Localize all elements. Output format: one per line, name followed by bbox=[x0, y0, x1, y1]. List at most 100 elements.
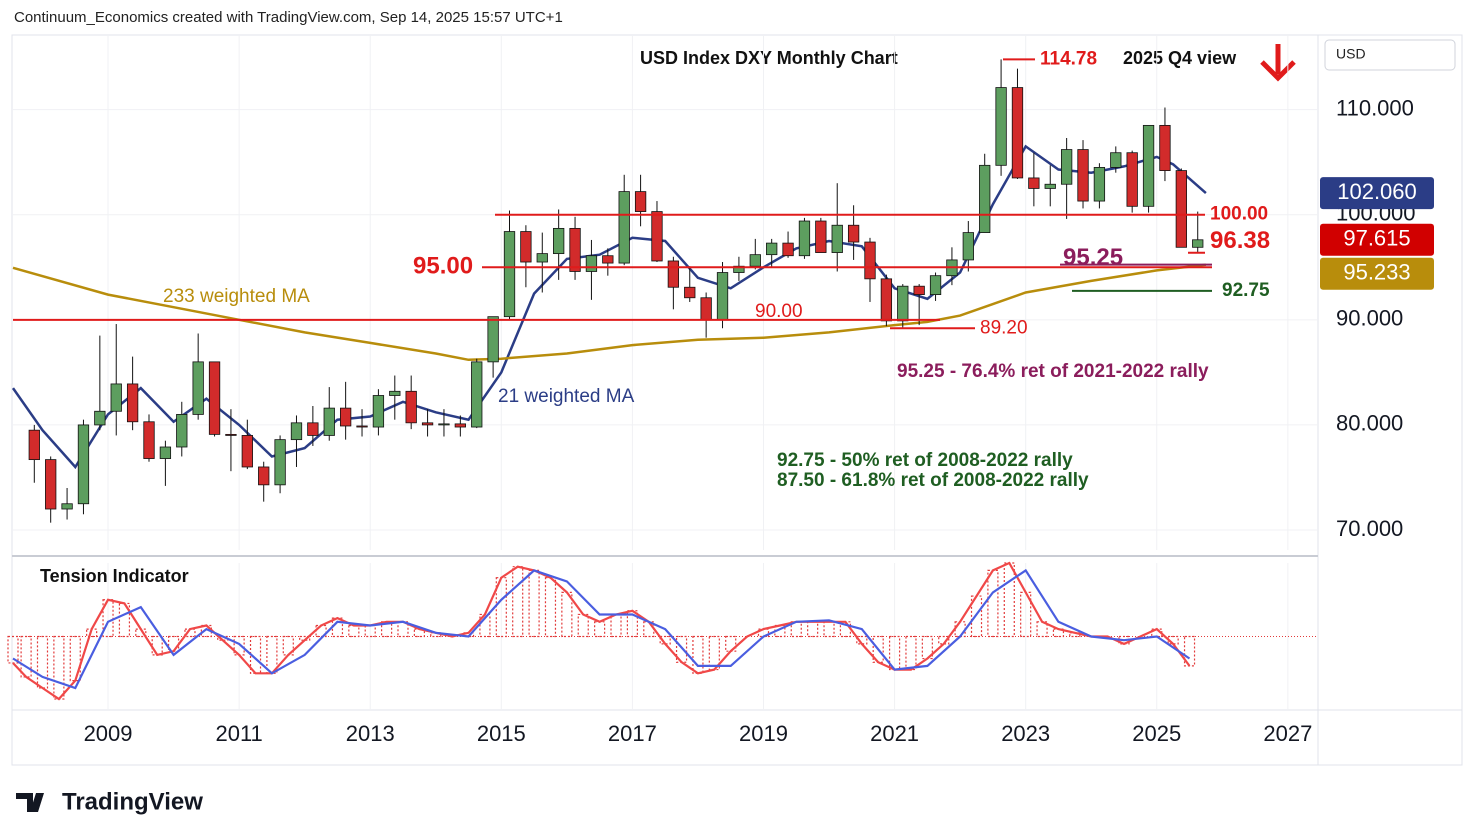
candle-body bbox=[77, 424, 90, 505]
candle-body bbox=[1028, 177, 1040, 189]
price-tag-label: 102.060 bbox=[1337, 179, 1417, 204]
histogram-bar bbox=[659, 635, 671, 645]
candle-body bbox=[897, 285, 909, 322]
histogram-bar bbox=[7, 635, 19, 664]
candle-body bbox=[782, 242, 794, 257]
histogram-bar bbox=[938, 635, 950, 645]
histogram-bar bbox=[299, 635, 311, 641]
candle-body bbox=[880, 278, 893, 322]
candle-body bbox=[602, 255, 614, 264]
candle-body bbox=[208, 361, 221, 435]
annotation: 87.50 - 61.8% ret of 2008-2022 rally bbox=[777, 470, 1089, 491]
candle-body bbox=[749, 254, 761, 267]
price-tag-label: 95.233 bbox=[1343, 260, 1410, 285]
candle-body bbox=[733, 265, 745, 273]
y-tick-label: 90.000 bbox=[1336, 306, 1403, 331]
candle-body bbox=[716, 272, 729, 321]
candle-body bbox=[274, 439, 286, 486]
down-arrow bbox=[1260, 44, 1296, 82]
histogram-bar bbox=[1183, 635, 1196, 667]
candle-body bbox=[290, 422, 303, 441]
candle-body bbox=[389, 390, 401, 396]
histogram-bar bbox=[692, 635, 704, 674]
candle-body bbox=[143, 421, 155, 459]
candle-body bbox=[258, 466, 270, 486]
candle-body bbox=[307, 422, 319, 436]
level-label: 95.00 bbox=[413, 253, 473, 280]
candle-body bbox=[651, 211, 663, 262]
histogram-bar bbox=[856, 635, 868, 645]
candle-body bbox=[585, 255, 598, 272]
level-label: 96.38 bbox=[1210, 227, 1270, 254]
series-label: 21 weighted MA bbox=[498, 386, 635, 407]
y-tick-label: 70.000 bbox=[1336, 516, 1403, 541]
frame bbox=[11, 34, 1463, 766]
candle-body bbox=[766, 242, 778, 256]
histogram-bar bbox=[69, 635, 81, 682]
histogram-bar bbox=[249, 635, 262, 674]
header: Continuum_Economics created with Trading… bbox=[14, 9, 563, 26]
candle-body bbox=[700, 297, 712, 321]
candle-body bbox=[1044, 183, 1056, 189]
candle-body bbox=[487, 316, 499, 363]
candle-body bbox=[634, 191, 647, 212]
price-tag-label: 97.615 bbox=[1343, 226, 1410, 251]
level-label: 92.75 bbox=[1222, 280, 1270, 301]
candle-body bbox=[454, 423, 466, 428]
y-tick-label: 80.000 bbox=[1336, 411, 1403, 436]
candle-body bbox=[421, 422, 434, 426]
level-label: 89.20 bbox=[980, 317, 1028, 338]
candle-body bbox=[962, 232, 974, 261]
x-tick-label: 2013 bbox=[346, 721, 395, 746]
candle-body bbox=[1110, 152, 1122, 168]
candle-body bbox=[929, 275, 942, 296]
candle-body bbox=[405, 390, 417, 424]
candle-body bbox=[847, 224, 860, 243]
price-tag bbox=[1320, 257, 1434, 290]
candle-body bbox=[979, 164, 991, 233]
candle-body bbox=[1060, 149, 1073, 185]
candle-body bbox=[45, 459, 57, 510]
x-tick-label: 2021 bbox=[870, 721, 919, 746]
y-tick-label: 110.000 bbox=[1336, 95, 1414, 120]
chart-subtitle: 2025 Q4 view bbox=[1123, 48, 1237, 68]
candle-body bbox=[94, 410, 106, 426]
histogram-bar bbox=[1167, 635, 1179, 645]
candle-body bbox=[1126, 152, 1138, 207]
candle-body bbox=[618, 191, 630, 264]
candle-body bbox=[110, 383, 122, 412]
candle-body bbox=[831, 224, 843, 253]
histogram-bar bbox=[20, 635, 32, 678]
candle-body bbox=[241, 435, 253, 468]
series-label: 233 weighted MA bbox=[163, 286, 310, 307]
price-tag bbox=[1320, 223, 1434, 256]
chart-title: USD Index DXY Monthly Chart bbox=[640, 48, 898, 68]
candle-body bbox=[1192, 239, 1204, 248]
logo: TradingView bbox=[62, 788, 203, 815]
indicator-title: Tension Indicator bbox=[40, 566, 189, 586]
candle-body bbox=[159, 446, 172, 459]
level-label: 114.78 bbox=[1040, 48, 1097, 69]
candle-body bbox=[864, 241, 876, 280]
candle-body bbox=[126, 383, 139, 423]
price-tag bbox=[1320, 177, 1434, 210]
candle-body bbox=[176, 414, 188, 448]
candle-body bbox=[667, 260, 680, 288]
annotation: 95.25 - 76.4% ret of 2021-2022 rally bbox=[897, 361, 1209, 382]
x-tick-label: 2019 bbox=[739, 721, 788, 746]
candle-body bbox=[1142, 124, 1155, 207]
candle-body bbox=[339, 407, 352, 427]
candle-body bbox=[503, 231, 516, 318]
candle-body bbox=[323, 407, 335, 436]
candle-body bbox=[995, 87, 1007, 166]
histogram-bar bbox=[266, 635, 278, 674]
candle-body bbox=[536, 253, 548, 263]
candle-body bbox=[684, 286, 696, 299]
candle-body bbox=[438, 423, 450, 426]
x-tick-label: 2023 bbox=[1001, 721, 1050, 746]
candle-body bbox=[372, 395, 385, 428]
x-tick-label: 2009 bbox=[84, 721, 133, 746]
logo-mark bbox=[16, 793, 44, 812]
currency: USD bbox=[1336, 46, 1366, 62]
